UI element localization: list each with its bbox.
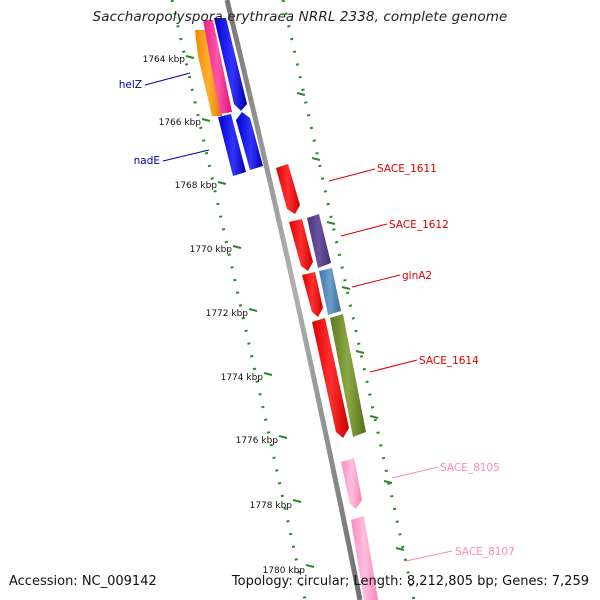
tick-label: 1770 kbp — [190, 245, 233, 255]
tick-label: 1780 kbp — [263, 566, 306, 576]
gene-SACE_8107[interactable] — [351, 516, 378, 600]
tick-label: 1768 kbp — [175, 181, 218, 191]
gene-orange[interactable] — [195, 30, 222, 116]
tick-label: 1774 kbp — [221, 373, 264, 383]
gene-magenta[interactable] — [203, 20, 232, 114]
gene-SACE_1611[interactable] — [276, 164, 300, 214]
tick-label: 1776 kbp — [236, 436, 279, 446]
major-ticks-inner — [185, 55, 315, 568]
leader-lines — [144, 72, 453, 562]
genome-backbone — [224, 0, 363, 600]
gene-label-glnA2[interactable]: glnA2 — [402, 270, 432, 282]
accession-text: Accession: NC_009142 — [9, 574, 157, 589]
gene-red-2[interactable] — [289, 219, 313, 271]
gene-label-nadE[interactable]: nadE — [134, 155, 160, 167]
tick-label: 1766 kbp — [159, 118, 202, 128]
gene-SACE_1614[interactable] — [330, 314, 366, 437]
gene-glnA2[interactable] — [319, 268, 341, 315]
gene-blue-arrow[interactable] — [236, 112, 263, 170]
gene-label-SACE_1614[interactable]: SACE_1614 — [419, 355, 479, 367]
tick-label: 1772 kbp — [206, 309, 249, 319]
major-ticks-outer — [296, 92, 405, 551]
gene-label-SACE_8107[interactable]: SACE_8107 — [455, 546, 515, 558]
gene-SACE_1612[interactable] — [307, 214, 331, 268]
tick-label: 1778 kbp — [250, 501, 293, 511]
gene-SACE_8105[interactable] — [341, 458, 362, 509]
genome-summary-text: Topology: circular; Length: 8,212,805 bp… — [231, 574, 589, 589]
gene-label-helZ[interactable]: helZ — [119, 79, 142, 91]
gene-red-4[interactable] — [312, 318, 349, 438]
gene-label-SACE_8105[interactable]: SACE_8105 — [440, 462, 500, 474]
gene-label-SACE_1612[interactable]: SACE_1612 — [389, 219, 449, 231]
gene-label-SACE_1611[interactable]: SACE_1611 — [377, 163, 437, 175]
gene-nadE[interactable] — [218, 114, 246, 176]
map-title: Saccharopolyspora erythraea NRRL 2338, c… — [92, 9, 508, 25]
gene-red-3[interactable] — [302, 272, 323, 317]
tick-label: 1764 kbp — [143, 55, 186, 65]
tick-labels: 1764 kbp 1766 kbp 1768 kbp 1770 kbp 1772… — [143, 55, 306, 576]
right-genes[interactable] — [276, 164, 378, 600]
gene-labels[interactable]: helZ nadE SACE_1611 SACE_1612 glnA2 SACE… — [119, 79, 515, 558]
outer-tick-track — [281, 0, 416, 600]
left-genes[interactable] — [195, 18, 263, 176]
gene-helZ[interactable] — [214, 18, 247, 111]
